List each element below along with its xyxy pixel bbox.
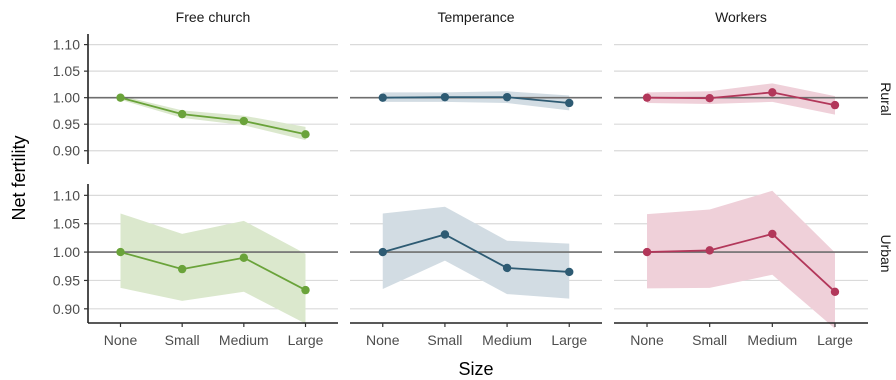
x-tick-label-medium: Medium [482,332,532,348]
series-line [646,232,836,293]
data-point-none [116,93,125,102]
panel-temperance-urban [350,194,602,310]
y-tick-label: 0.95 [53,116,80,132]
series-line [120,96,306,136]
y-tick-labels: 0.90 0.95 1.00 1.05 1.10 0.90 0.95 1.00 1.05 1.10 [53,34,89,323]
data-point-small [440,230,450,239]
data-point-medium [502,92,512,102]
series-line [647,91,836,106]
data-point-small [177,264,187,274]
y-tick-label: 1.10 [53,187,80,203]
x-tick-label-large: Large [817,332,853,348]
data-point-small [177,109,187,119]
panel-free-church-rural [88,44,338,152]
data-point-large [830,287,840,296]
x-axis-title: Size [458,359,493,379]
data-point-large [565,267,574,277]
y-tick-label: 1.00 [53,244,80,260]
y-tick-label: 1.00 [53,90,80,106]
data-point-none [378,93,387,102]
strip-label-rural: Rural [878,82,894,115]
data-point-small [440,92,450,102]
y-tick-label: 0.95 [53,272,80,288]
data-point-medium [239,116,249,126]
confidence-band [647,83,835,115]
x-tick-label-none: None [366,332,400,348]
confidence-band [382,91,570,111]
y-tick-label: 1.05 [53,63,80,79]
strip-label-free-church: Free church [176,9,251,25]
y-axis-title: Net fertility [9,135,29,220]
panel-workers-rural [614,44,868,152]
panels-layer [88,44,868,329]
x-tick-label-medium: Medium [219,332,269,348]
data-point-large [565,98,574,108]
x-tick-label-small: Small [427,332,462,348]
strip-label-urban: Urban [878,234,894,272]
strip-label-workers: Workers [715,9,767,25]
series-line [382,96,570,104]
series-line [382,233,570,273]
panel-workers-urban [614,190,868,329]
data-point-large [830,100,840,110]
data-point-small [705,94,714,103]
data-point-medium [502,263,512,273]
x-tick-label-none: None [630,332,664,348]
y-tick-label: 0.90 [53,143,80,159]
y-tick-label: 0.90 [53,301,80,317]
data-point-large [301,130,310,139]
data-point-medium [768,229,777,239]
x-tick-label-medium: Medium [747,332,797,348]
data-point-small [705,246,714,255]
series-line [120,251,306,291]
panel-free-church-urban [88,194,338,324]
data-point-none [642,93,652,102]
facet-strip-labels: Free church Temperance Workers Rural Urban [176,9,894,273]
data-point-none [378,247,387,257]
x-tick-label-large: Large [551,332,587,348]
y-tick-label: 1.10 [53,37,80,53]
data-point-medium [768,88,777,97]
confidence-band [647,190,835,329]
x-tick-label-small: Small [165,332,200,348]
confidence-band [120,213,306,324]
data-point-medium [239,253,249,262]
panel-temperance-rural [350,44,602,152]
y-tick-label: 1.05 [53,216,80,232]
x-tick-labels: None Small Medium Large None Small Medium Large… [88,322,868,348]
strip-label-temperance: Temperance [437,9,514,25]
x-tick-label-large: Large [288,332,324,348]
data-point-large [301,285,310,295]
x-tick-label-none: None [104,332,138,348]
data-point-none [642,247,652,257]
x-tick-label-small: Small [692,332,727,348]
data-point-none [116,247,125,257]
